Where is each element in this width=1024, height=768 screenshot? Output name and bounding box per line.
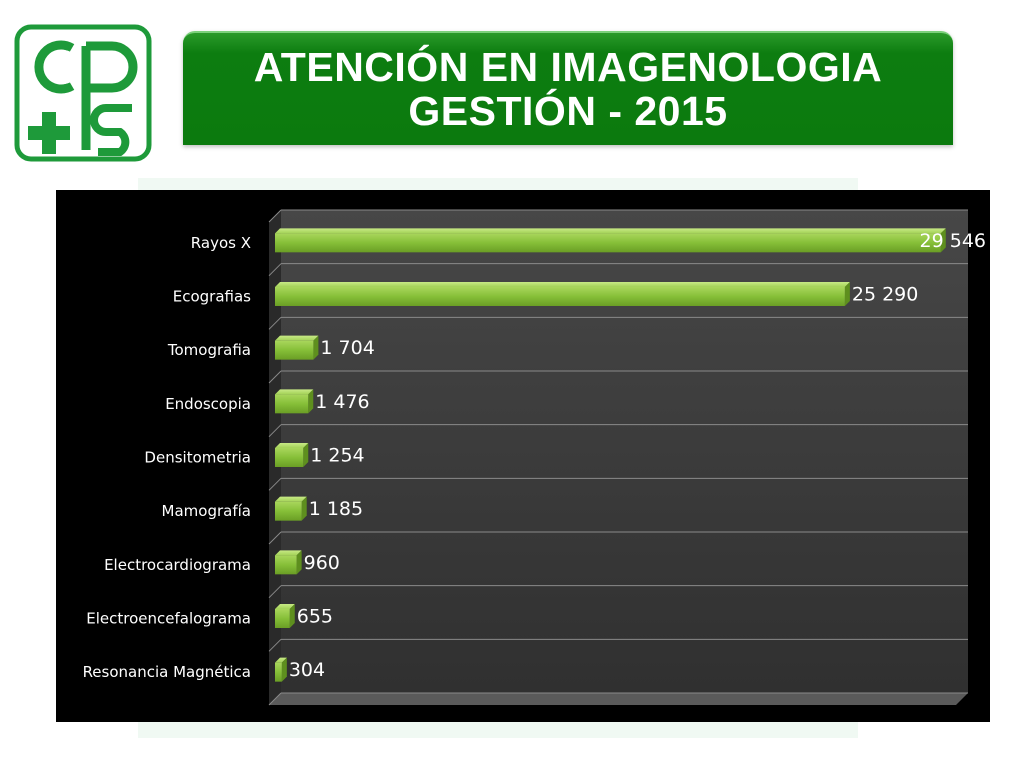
bar-top bbox=[275, 335, 319, 341]
bar-top bbox=[275, 604, 295, 609]
chart-svg: Rayos X 29 546 Ecografias 25 290 Tomografia 1… bbox=[83, 209, 986, 706]
category-label: Resonancia Magnética bbox=[83, 663, 251, 681]
gridline-side bbox=[268, 424, 282, 438]
data-label: 960 bbox=[304, 552, 340, 574]
bar-front bbox=[275, 501, 302, 521]
bar-end bbox=[844, 282, 850, 306]
data-label: 29 546 bbox=[920, 230, 986, 252]
gridline-side bbox=[268, 638, 282, 652]
bar-front bbox=[275, 340, 314, 360]
data-label: 1 185 bbox=[309, 498, 363, 520]
bar-front bbox=[275, 394, 309, 414]
bar bbox=[275, 657, 287, 682]
bar-front bbox=[275, 287, 845, 306]
data-label: 1 254 bbox=[310, 445, 364, 467]
gridline-side bbox=[268, 263, 282, 277]
bar-front bbox=[275, 555, 297, 575]
bar-front bbox=[275, 448, 304, 467]
cps-logo bbox=[14, 24, 152, 162]
gridline-side bbox=[268, 692, 282, 706]
bar-front bbox=[275, 662, 282, 682]
bar-end bbox=[289, 604, 295, 628]
bar-end bbox=[313, 335, 319, 360]
bar-top bbox=[275, 228, 946, 234]
gridline-side bbox=[268, 531, 282, 545]
data-label: 304 bbox=[289, 659, 325, 681]
bar-end bbox=[281, 657, 287, 682]
data-label: 1 476 bbox=[315, 391, 369, 413]
bar bbox=[275, 496, 307, 521]
bar-top bbox=[275, 443, 309, 448]
bar bbox=[275, 443, 309, 467]
bar bbox=[275, 335, 319, 360]
category-label: Tomografia bbox=[167, 341, 251, 359]
bar bbox=[275, 604, 295, 628]
bar-top bbox=[275, 550, 302, 556]
category-label: Ecografias bbox=[173, 288, 251, 306]
page-subtitle: GESTIÓN - 2015 bbox=[408, 88, 728, 134]
category-label: Densitometria bbox=[144, 449, 251, 467]
bar-chart: Rayos X 29 546 Ecografias 25 290 Tomografia 1… bbox=[56, 190, 990, 722]
category-label: Rayos X bbox=[191, 234, 251, 252]
bar-top bbox=[275, 389, 314, 395]
data-label: 655 bbox=[297, 606, 333, 628]
bar-front bbox=[275, 609, 290, 628]
gridline-side bbox=[268, 316, 282, 330]
category-label: Electroencefalograma bbox=[86, 610, 251, 628]
bar bbox=[275, 389, 314, 414]
gridline-side bbox=[268, 477, 282, 491]
bar-end bbox=[296, 550, 302, 575]
bar-top bbox=[275, 496, 307, 502]
bar bbox=[275, 228, 946, 253]
bar-end bbox=[940, 228, 946, 253]
category-label: Endoscopia bbox=[165, 395, 251, 413]
gridline-side bbox=[268, 209, 282, 223]
bar-end bbox=[303, 443, 309, 467]
bar-front bbox=[275, 233, 941, 253]
gridline-side bbox=[268, 370, 282, 384]
title-banner: ATENCIÓN EN IMAGENOLOGIA GESTIÓN - 2015 bbox=[183, 31, 953, 145]
category-label: Mamografía bbox=[162, 502, 251, 520]
category-label: Electrocardiograma bbox=[104, 556, 251, 574]
data-label: 1 704 bbox=[320, 337, 374, 359]
bar bbox=[275, 282, 850, 306]
bar-top bbox=[275, 657, 287, 663]
bar-end bbox=[301, 496, 307, 521]
plot-floor bbox=[269, 693, 968, 705]
bar bbox=[275, 550, 302, 575]
bar-end bbox=[308, 389, 314, 414]
page-title: ATENCIÓN EN IMAGENOLOGIA bbox=[253, 44, 883, 90]
gridline-side bbox=[268, 585, 282, 599]
bar-top bbox=[275, 282, 850, 287]
data-label: 25 290 bbox=[852, 284, 918, 306]
